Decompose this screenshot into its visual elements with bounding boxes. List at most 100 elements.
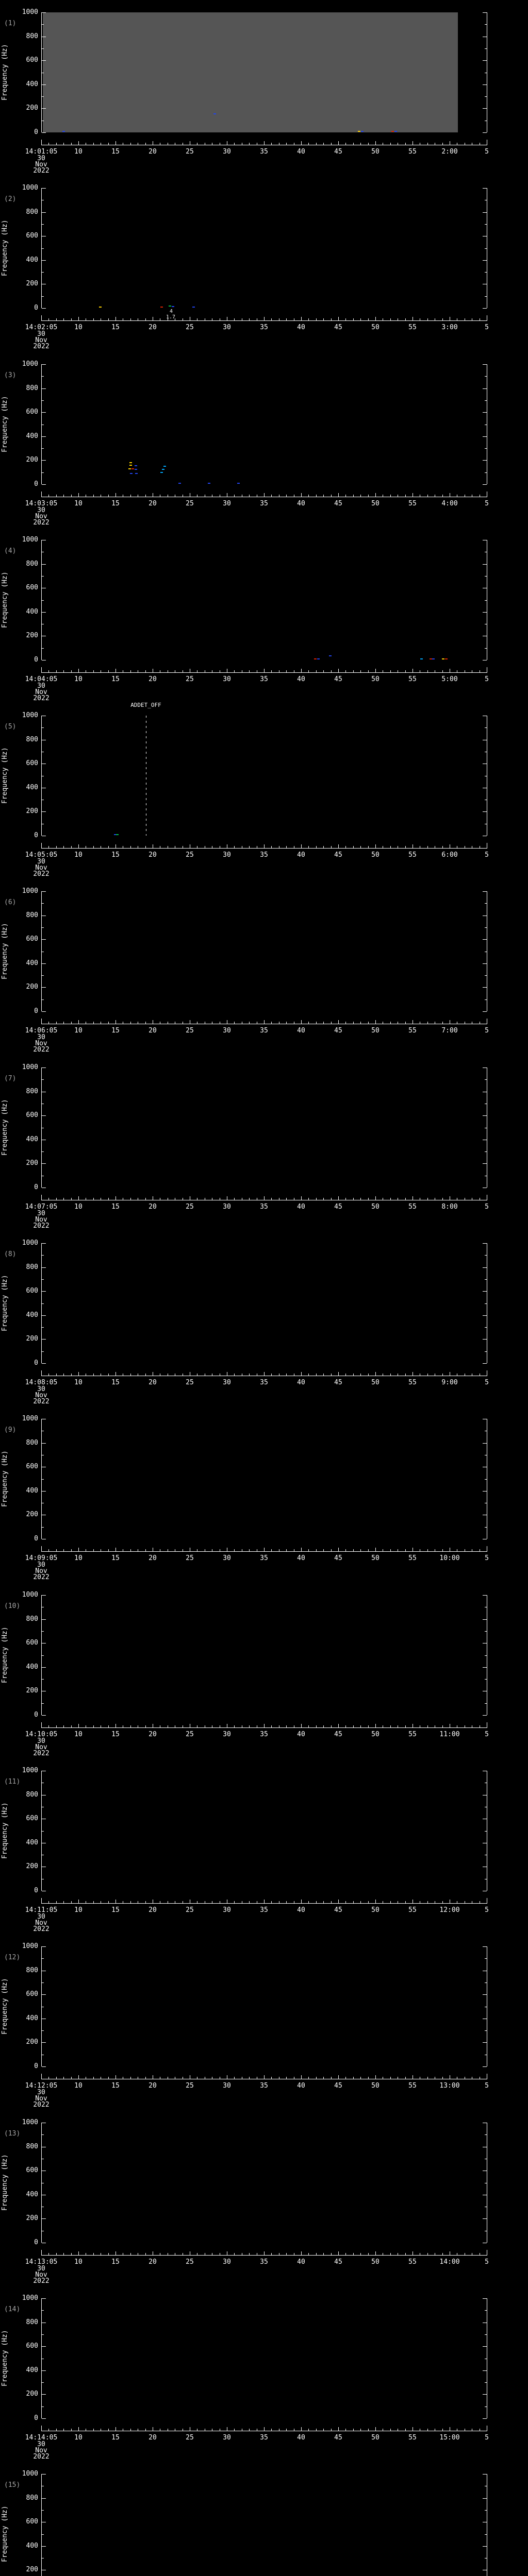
- x-tick-minor: [427, 318, 428, 320]
- y-tick-label: 0: [34, 832, 38, 839]
- x-tick-label: 35: [260, 1731, 268, 1738]
- x-tick-minor: [353, 1901, 354, 1903]
- y-tick-right: [485, 224, 487, 225]
- y-tick-left: [42, 1491, 46, 1492]
- y-tick-label: 1000: [22, 1767, 38, 1774]
- y-tick-right: [485, 2030, 487, 2031]
- x-tick-minor: [130, 318, 131, 320]
- y-axis-title: Frequency (Hz): [1, 1978, 9, 2035]
- x-tick-major: [412, 2075, 413, 2079]
- x-tick-major: [375, 1548, 376, 1551]
- x-tick-minor: [71, 846, 72, 848]
- y-tick-left: [42, 2546, 46, 2547]
- x-tick-minor: [345, 318, 346, 320]
- x-tick-minor: [323, 1549, 324, 1551]
- y-tick-left: [42, 1443, 46, 1444]
- y-tick-right: [483, 1163, 487, 1164]
- y-tick-left: [42, 1655, 44, 1656]
- y-tick-right: [485, 2406, 487, 2407]
- x-tick-minor: [93, 1022, 94, 1024]
- spectral-event-mark: [169, 306, 171, 307]
- x-tick-minor: [93, 846, 94, 848]
- x-tick-major: [412, 2427, 413, 2431]
- x-tick-minor: [56, 2253, 57, 2255]
- panel-number: (4): [4, 547, 16, 555]
- x-tick-label: 25: [186, 1379, 194, 1386]
- x-tick-minor: [308, 1725, 309, 1727]
- x-tick-label: 55: [408, 2258, 417, 2266]
- panel-number: (13): [4, 2130, 21, 2138]
- x-tick-minor: [368, 1198, 369, 1200]
- y-tick-left: [42, 1831, 44, 1832]
- x-tick-minor: [108, 846, 109, 848]
- y-axis-title: Frequency (Hz): [1, 747, 9, 804]
- y-tick-left: [42, 963, 46, 964]
- y-axis-left: [41, 2123, 42, 2243]
- date-label-line: 30: [37, 1737, 45, 1745]
- x-tick-label: 15: [111, 148, 120, 156]
- x-tick-minor: [442, 143, 443, 145]
- x-tick-minor: [316, 1198, 317, 1200]
- x-tick-major: [264, 1020, 265, 1024]
- x-tick-minor: [286, 1374, 287, 1376]
- x-tick-minor: [71, 1198, 72, 1200]
- x-tick-minor: [145, 1901, 146, 1903]
- y-tick-label: 800: [26, 1791, 38, 1799]
- spectral-event-mark: [432, 658, 435, 659]
- x-tick-label: 35: [260, 2258, 268, 2266]
- x-tick-minor: [345, 846, 346, 848]
- x-tick-minor: [353, 318, 354, 320]
- date-label-line: 2022: [33, 694, 50, 702]
- y-tick-left: [42, 2510, 44, 2511]
- date-label-line: Nov: [35, 688, 47, 696]
- x-tick-label: 50: [371, 1731, 380, 1738]
- y-tick-left: [42, 1011, 46, 1012]
- x-tick-minor: [130, 495, 131, 497]
- x-tick-minor: [249, 495, 250, 497]
- spectrogram-panel-6: 0 200 400 600 800 1000 14:06:05 10 15 20 25 30 35 40 4…: [0, 879, 528, 1055]
- y-tick-left: [42, 2334, 44, 2335]
- y-tick-label: 400: [26, 2191, 38, 2198]
- x-tick-minor: [71, 143, 72, 145]
- x-tick-major: [41, 492, 42, 497]
- x-tick-major: [338, 2251, 339, 2255]
- x-tick-minor: [427, 2077, 428, 2079]
- y-tick-right: [485, 272, 487, 273]
- y-tick-right: [485, 472, 487, 473]
- x-tick-minor: [286, 1901, 287, 1903]
- y-tick-label: 200: [26, 104, 38, 112]
- y-tick-right: [483, 212, 487, 213]
- x-tick-minor: [234, 2077, 235, 2079]
- x-tick-major: [338, 1372, 339, 1376]
- spectral-event-mark: [420, 658, 423, 659]
- panel-number: (3): [4, 371, 16, 379]
- x-tick-minor: [249, 1198, 250, 1200]
- x-tick-minor: [63, 1725, 64, 1727]
- spectral-event-mark: [135, 465, 137, 466]
- y-tick-left: [42, 564, 46, 565]
- x-tick-minor: [234, 143, 235, 145]
- x-tick-major: [375, 493, 376, 497]
- x-tick-label: 30: [223, 148, 231, 156]
- x-tick-label: 50: [371, 851, 380, 859]
- y-tick-right: [483, 939, 487, 940]
- x-tick-minor: [71, 1549, 72, 1551]
- y-axis-title: Frequency (Hz): [1, 2330, 9, 2387]
- y-tick-right: [483, 132, 487, 133]
- x-tick-label: 14:00: [439, 2258, 460, 2266]
- x-tick-minor: [93, 318, 94, 320]
- x-tick-minor: [405, 1901, 406, 1903]
- y-tick-right: [483, 891, 487, 892]
- date-label-line: 2022: [33, 1925, 50, 1933]
- x-tick-minor: [316, 1901, 317, 1903]
- y-tick-label: 400: [26, 608, 38, 616]
- x-tick-minor: [249, 2077, 250, 2079]
- y-tick-right: [485, 1151, 487, 1152]
- x-tick-minor: [63, 2077, 64, 2079]
- date-label-line: 30: [37, 155, 45, 162]
- spectral-event-mark: [445, 658, 448, 659]
- y-tick-label: 800: [26, 736, 38, 743]
- x-tick-minor: [390, 495, 391, 497]
- y-tick-right: [483, 308, 487, 309]
